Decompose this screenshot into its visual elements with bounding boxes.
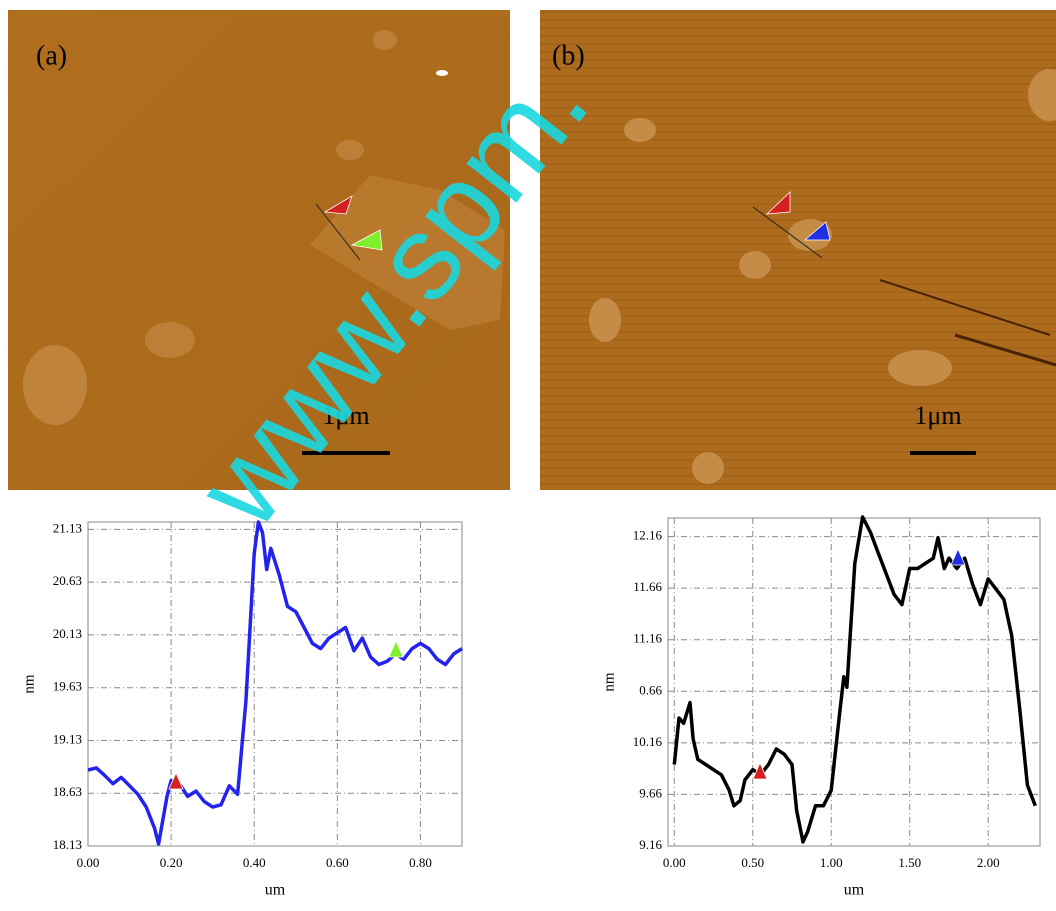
- y-tick-label: 19.13: [53, 731, 82, 746]
- y-axis-label: nm: [21, 674, 37, 694]
- x-axis-label: um: [265, 882, 286, 899]
- y-tick-label: 10.16: [633, 734, 663, 749]
- y-tick-label: 18.63: [53, 784, 82, 799]
- y-tick-label: 9.16: [639, 837, 662, 852]
- panel-label: (b): [552, 40, 585, 71]
- y-tick-label: 18.13: [53, 837, 82, 852]
- y-axis-label: nm: [601, 672, 617, 692]
- y-tick-label: 21.13: [53, 520, 82, 535]
- panel-label: (a): [36, 40, 67, 71]
- x-tick-label: 0.80: [409, 855, 432, 870]
- x-tick-label: 0.20: [160, 855, 183, 870]
- cursor-marker: [168, 772, 184, 790]
- x-axis-label: um: [844, 882, 865, 899]
- y-tick-label: 11.16: [633, 631, 662, 646]
- cursor-marker: [950, 548, 966, 566]
- x-tick-label: 0.60: [326, 855, 349, 870]
- y-tick-label: 12.16: [633, 528, 663, 543]
- x-tick-label: 2.00: [977, 855, 1000, 870]
- x-tick-label: 0.40: [243, 855, 266, 870]
- profile-line: [87, 520, 463, 846]
- x-tick-label: 0.00: [77, 855, 100, 870]
- cursor-marker: [388, 640, 404, 658]
- cursor-marker: [752, 762, 768, 780]
- x-tick-label: 0.50: [741, 855, 764, 870]
- x-tick-label: 1.50: [898, 855, 921, 870]
- y-tick-label: 20.63: [53, 573, 82, 588]
- x-tick-label: 0.00: [663, 855, 686, 870]
- profile-line: [672, 515, 1037, 844]
- plot-frame: [667, 517, 1041, 847]
- profiles: 18.13 18.63 19.13 19.63 20.13 20.63 21.13 0.00 0…: [21, 515, 1041, 899]
- scale-bar-label: 1μm: [914, 401, 961, 430]
- y-tick-label: 9.66: [639, 785, 662, 800]
- y-tick-label: 20.13: [53, 626, 82, 641]
- scale-bar-label: 1μm: [322, 401, 369, 430]
- image-b: (b) 1μm: [540, 10, 1056, 490]
- image-a: (a) 1μm: [8, 10, 510, 490]
- plot-frame: [87, 521, 463, 847]
- y-tick-label: 11.66: [633, 579, 662, 594]
- y-tick-label: 19.63: [53, 679, 82, 694]
- x-tick-label: 1.00: [820, 855, 843, 870]
- y-tick-label: 0.66: [639, 682, 662, 697]
